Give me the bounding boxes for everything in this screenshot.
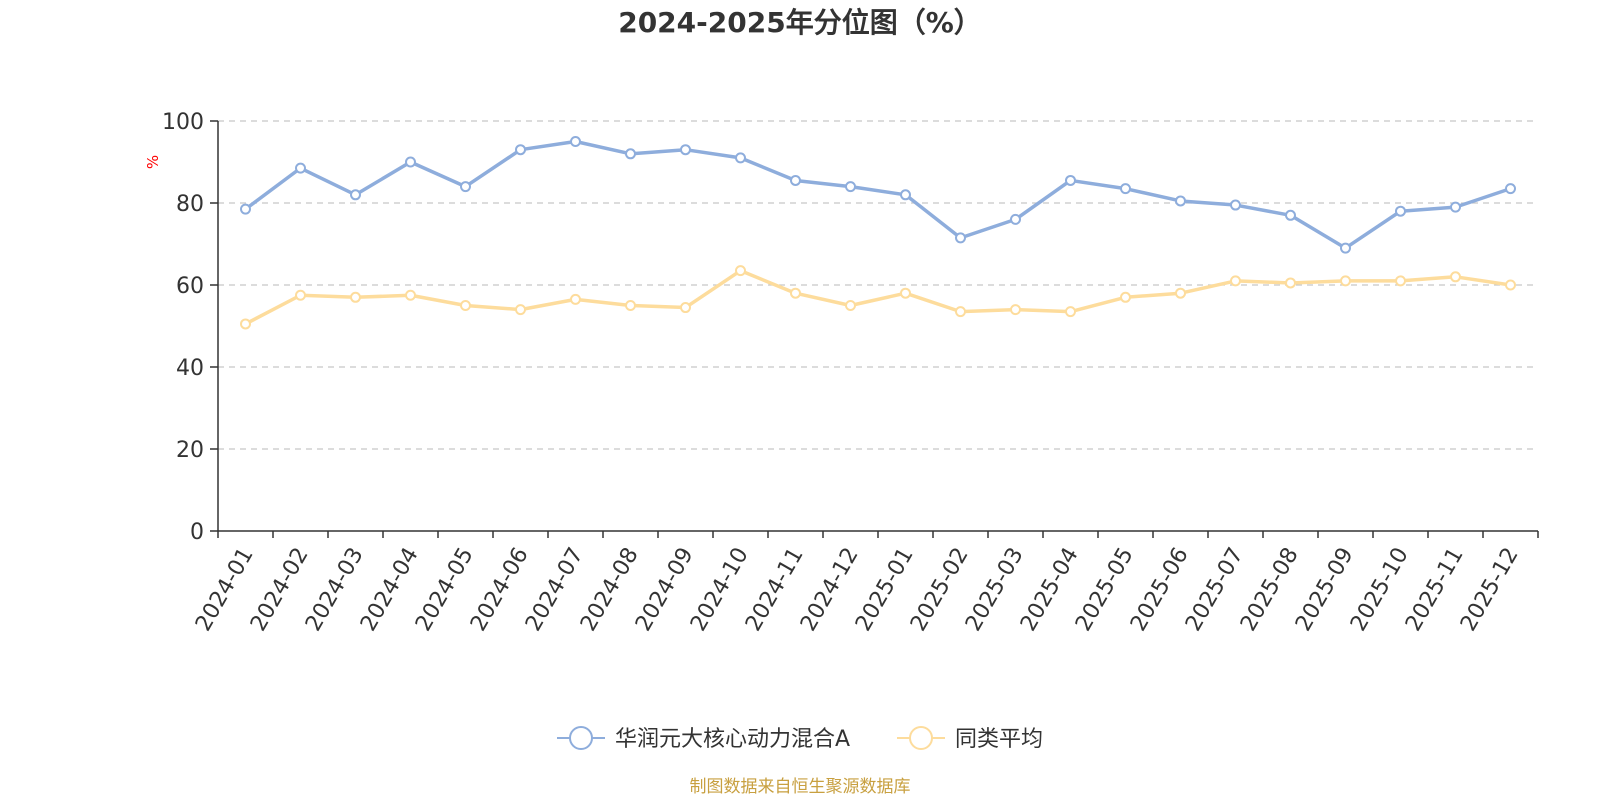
series-line: [244, 268, 1511, 326]
data-point[interactable]: [1450, 201, 1461, 213]
data-point[interactable]: [790, 287, 801, 299]
series-2: [240, 265, 1516, 330]
y-tick-label: 0: [190, 520, 204, 545]
data-point[interactable]: [735, 265, 746, 277]
data-point[interactable]: [900, 287, 911, 299]
data-point[interactable]: [1065, 174, 1076, 186]
data-point[interactable]: [350, 189, 361, 201]
data-point[interactable]: [1230, 275, 1241, 287]
data-point[interactable]: [1395, 275, 1406, 287]
data-point[interactable]: [1285, 209, 1296, 221]
series-line: [244, 139, 1512, 250]
y-tick-label: 20: [176, 438, 204, 463]
data-point[interactable]: [570, 136, 581, 147]
data-point[interactable]: [350, 291, 361, 303]
y-tick-label: 80: [176, 192, 204, 217]
data-point[interactable]: [1175, 287, 1186, 299]
data-point[interactable]: [625, 300, 636, 311]
data-point[interactable]: [1340, 275, 1351, 287]
legend-marker: [909, 726, 933, 750]
data-point[interactable]: [1505, 183, 1516, 195]
data-point[interactable]: [515, 144, 526, 156]
grid-lines: [218, 120, 1538, 450]
data-point[interactable]: [1120, 183, 1131, 195]
data-point[interactable]: [295, 162, 306, 174]
data-point[interactable]: [1285, 277, 1296, 289]
data-point[interactable]: [1010, 304, 1021, 316]
data-point[interactable]: [570, 293, 581, 305]
legend-item[interactable]: 华润元大核心动力混合A: [557, 726, 850, 752]
data-point[interactable]: [1010, 213, 1021, 225]
y-axis-unit-label: %: [144, 155, 162, 169]
y-tick-label: 60: [176, 274, 204, 299]
data-point[interactable]: [240, 318, 251, 330]
series-1: [240, 136, 1516, 254]
data-point[interactable]: [1340, 242, 1351, 254]
data-point[interactable]: [1120, 291, 1131, 303]
legend-label: 华润元大核心动力混合A: [615, 727, 850, 752]
data-point[interactable]: [515, 304, 526, 316]
data-point[interactable]: [625, 148, 636, 160]
data-point[interactable]: [405, 289, 416, 301]
data-point[interactable]: [955, 306, 966, 318]
data-point[interactable]: [1395, 205, 1406, 217]
data-point[interactable]: [295, 289, 306, 301]
data-point[interactable]: [845, 300, 856, 311]
y-tick-label: 100: [162, 110, 204, 135]
data-point[interactable]: [1505, 279, 1516, 291]
data-point[interactable]: [955, 232, 966, 244]
data-point[interactable]: [1230, 199, 1241, 211]
data-point[interactable]: [460, 300, 471, 311]
data-point[interactable]: [845, 181, 856, 193]
data-point[interactable]: [735, 152, 746, 164]
legend-label: 同类平均: [955, 727, 1043, 752]
data-point[interactable]: [1175, 195, 1186, 207]
legend-marker: [569, 726, 593, 750]
chart-title: 2024-2025年分位图（%）: [618, 6, 982, 39]
data-point[interactable]: [405, 156, 416, 168]
y-tick-label: 40: [176, 356, 204, 381]
data-point[interactable]: [1450, 271, 1461, 283]
data-point[interactable]: [900, 189, 911, 201]
legend-item[interactable]: 同类平均: [897, 726, 1043, 752]
data-source-note: 制图数据来自恒生聚源数据库: [690, 777, 911, 797]
data-point[interactable]: [1065, 306, 1076, 318]
data-point[interactable]: [460, 181, 471, 193]
data-point[interactable]: [680, 144, 691, 156]
data-point[interactable]: [680, 302, 691, 314]
data-point[interactable]: [790, 174, 801, 186]
data-point[interactable]: [240, 203, 251, 215]
series-lines: [240, 136, 1516, 330]
legend: 华润元大核心动力混合A 同类平均: [557, 726, 1043, 752]
